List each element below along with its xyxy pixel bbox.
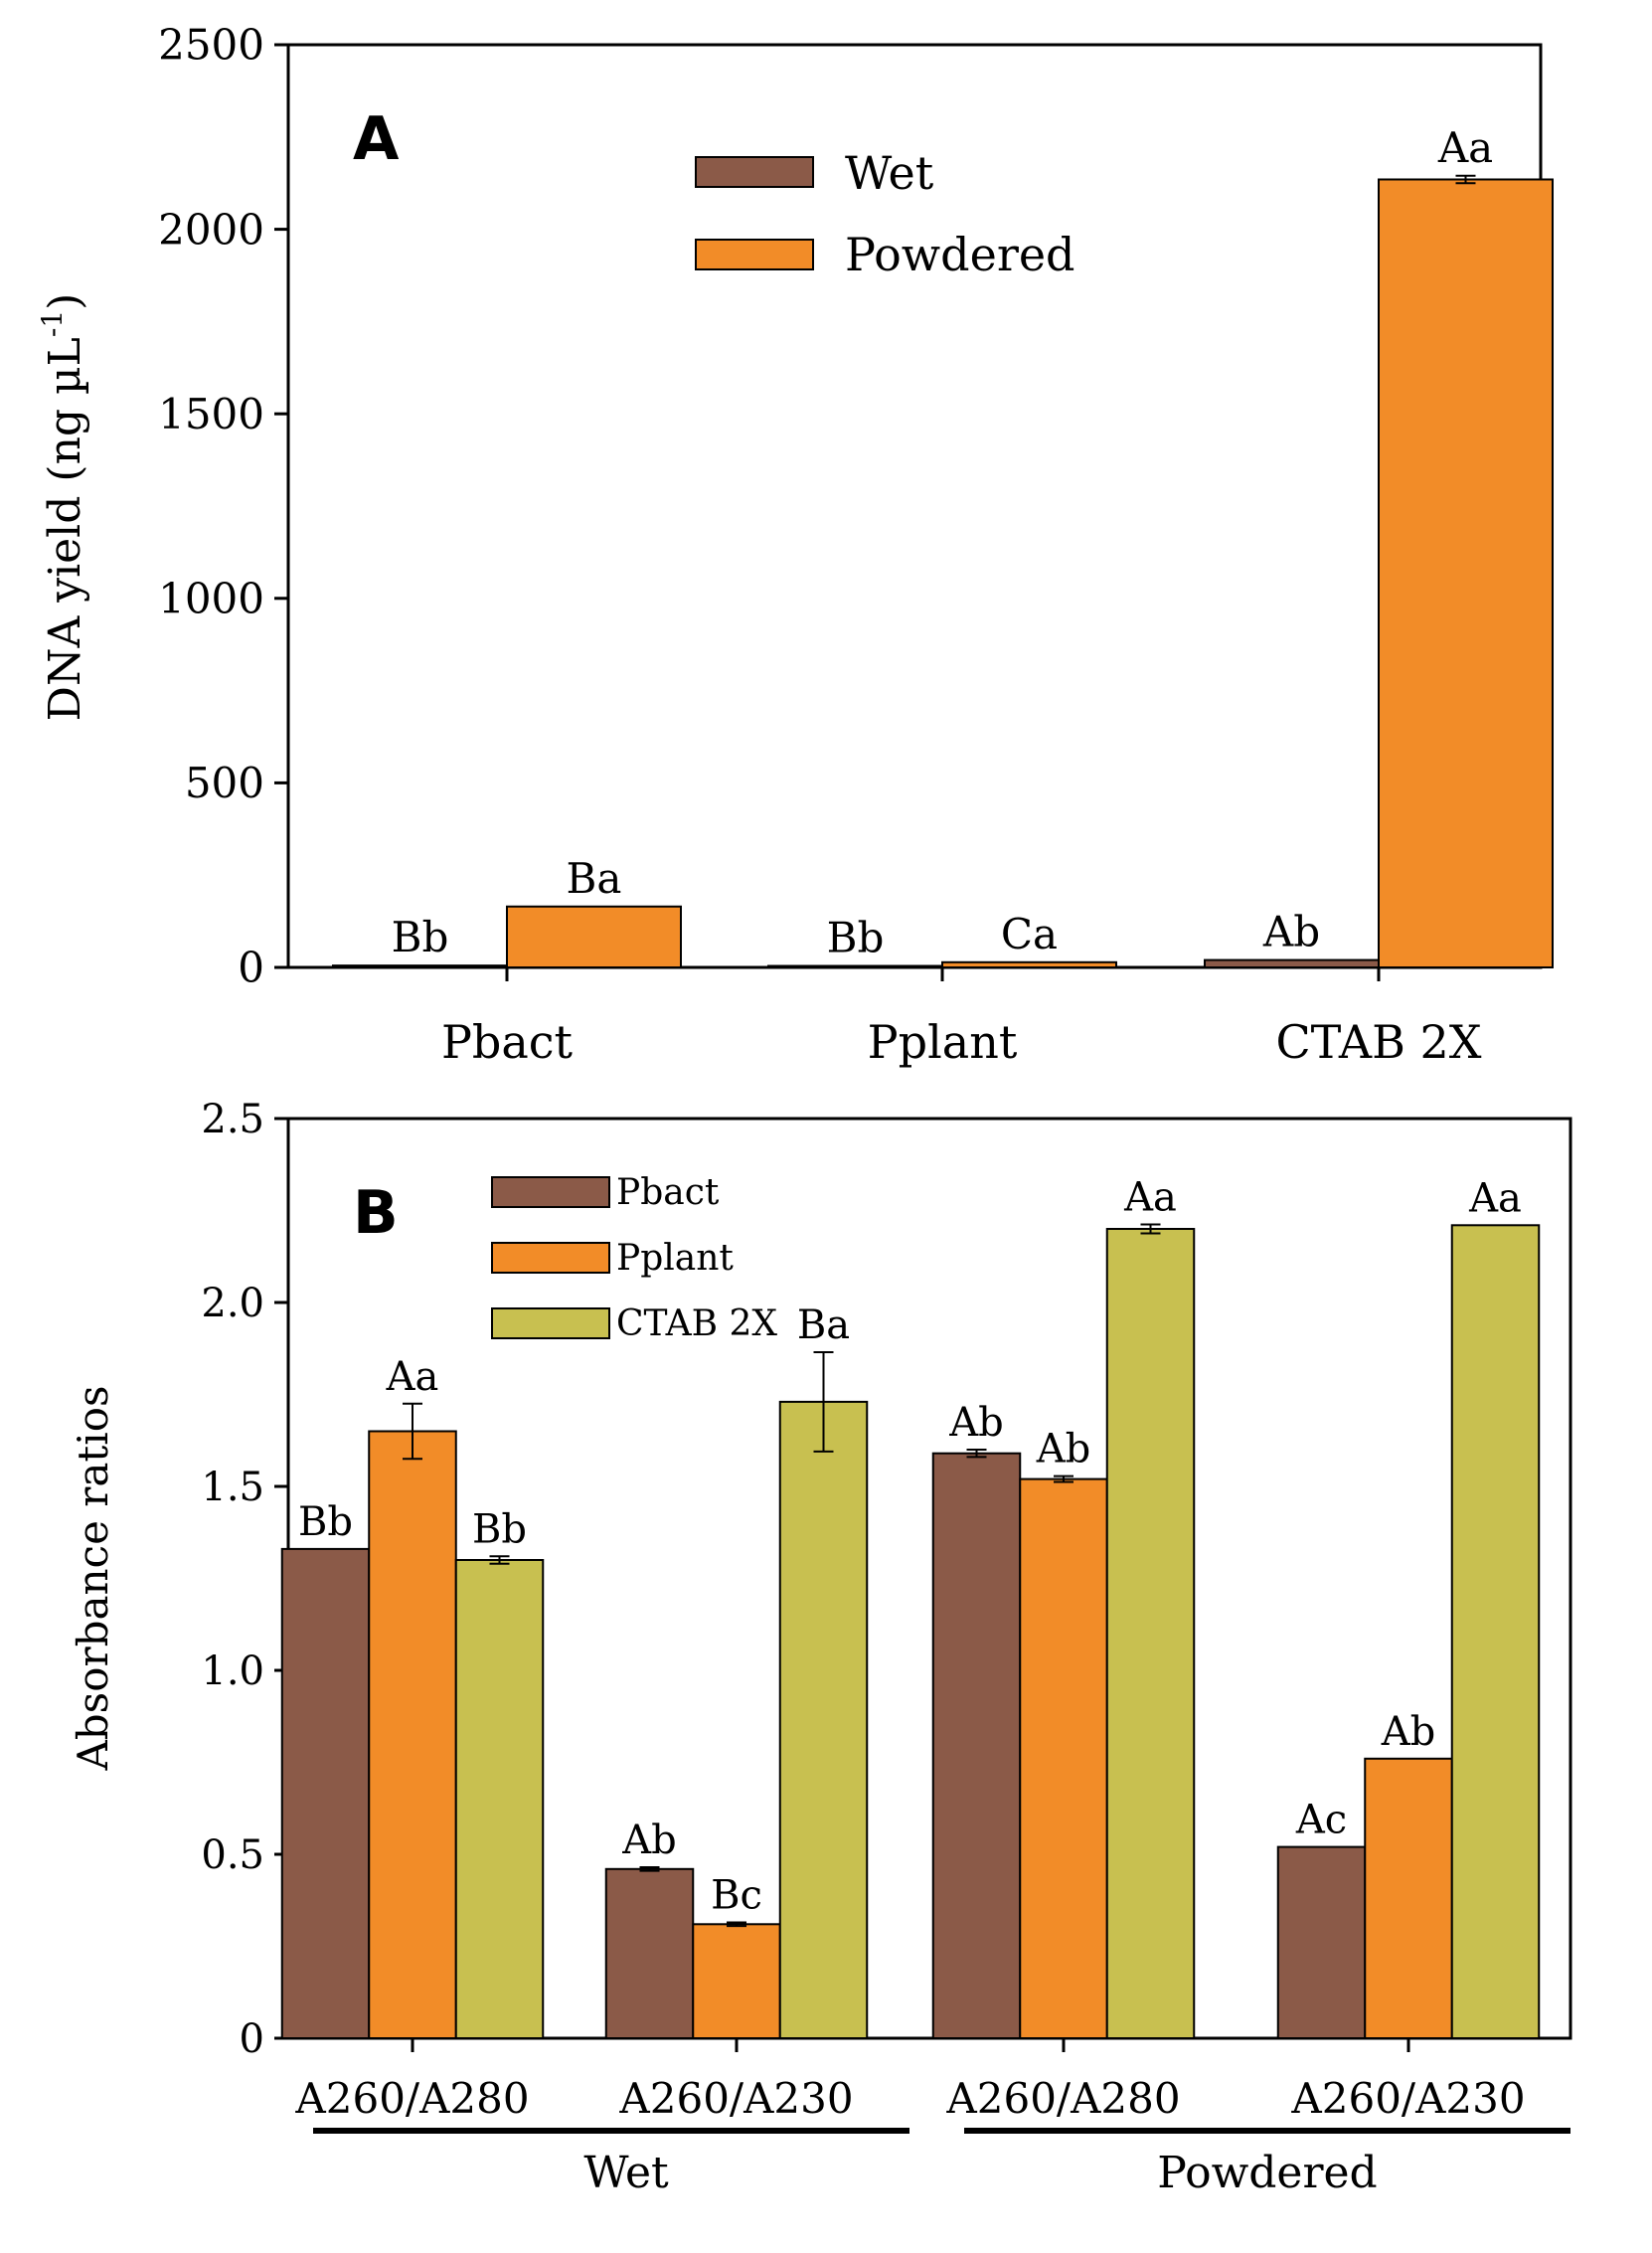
x-tick-label: Pbact [441,1015,574,1069]
y-tick-label: 0.5 [201,1832,264,1878]
panel-b-bars: Bb Aa Bb Ab Bc Ba Ab Ab Aa Ac Ab Aa [280,1175,1541,2040]
legend-label-wet: Wet [845,146,934,200]
x-tick-label: A260/A280 [294,2074,529,2123]
bar-pplant-a260-a230 [692,1923,781,2040]
data-label: Aa [1468,1175,1522,1221]
y-tick-label: 0 [238,944,264,992]
data-label: Bc [711,1872,762,1918]
bar-pplant-a260-a280 [368,1430,457,2039]
y-tick-label: 0 [240,2016,264,2062]
panel-b-x-axis: A260/A280 A260/A230 A260/A280 A260/A230 [294,2038,1526,2123]
group-label-powdered: Powdered [1157,2148,1377,2198]
bar-wet-pplant [767,964,943,968]
data-label: Ba [797,1302,850,1348]
y-tick-label: 1.0 [201,1648,264,1694]
bar-pbact-a260-a280 [280,1547,371,2040]
x-tick-label: Pplant [868,1015,1018,1069]
data-label: Ab [948,1400,1004,1446]
y-tick-label: 1.5 [201,1465,264,1510]
bar-ctab-2x-a260-a230 [778,1400,869,2039]
legend-item-ctab-2x: CTAB 2X [491,1303,777,1344]
y-tick-label: 1000 [158,575,264,623]
bar-powdered-pplant [941,960,1117,969]
data-label: Ab [621,1818,677,1863]
panel-b-letter: B [353,1178,399,1248]
bar-pplant-a260-a280 [1019,1477,1108,2039]
y-tick-label: 2.5 [201,1097,264,1142]
panel-b-legend: Pbact Pplant CTAB 2X [491,1172,777,1344]
y-tick-label: 2.0 [201,1281,264,1326]
legend-item-pplant: Pplant [491,1238,734,1279]
x-tick-label: A260/A280 [945,2074,1180,2123]
legend-swatch-powdered [695,239,814,270]
data-label: Aa [1437,123,1493,172]
bar-pbact-a260-a230 [604,1867,695,2040]
data-label: Ab [1262,908,1320,956]
bar-wet-ctab-2x [1204,958,1380,968]
data-label: Ca [1001,910,1058,958]
bar-pbact-a260-a280 [931,1452,1022,2039]
data-label: Ab [1381,1709,1436,1755]
bar-powdered-ctab-2x [1378,178,1554,969]
y-tick-label: 2000 [158,205,264,254]
data-label: Ba [567,854,622,903]
legend-item-pbact: Pbact [491,1172,720,1213]
legend-swatch-pbact [491,1176,610,1208]
panel-a-letter: A [353,104,400,174]
y-tick-label: 500 [185,759,264,807]
legend-swatch-ctab-2x [491,1307,610,1339]
legend-swatch-pplant [491,1242,610,1274]
panel-b-y-axis-title: Absorbance ratios [69,1385,117,1771]
data-label: Bb [298,1499,353,1545]
y-tick-label: 2500 [158,21,264,70]
x-tick-label: A260/A230 [1290,2074,1525,2123]
panel-b-group-brackets: Wet Powdered [313,2128,1570,2198]
bar-ctab-2x-a260-a230 [1450,1224,1541,2040]
data-label: Aa [386,1354,439,1400]
panel-a-y-axis-title: DNA yield (ng µL-1) [36,293,90,722]
bar-powdered-pbact [506,905,682,969]
legend-label-ctab-2x: CTAB 2X [616,1303,777,1344]
bar-ctab-2x-a260-a280 [454,1559,545,2039]
x-tick-label: A260/A230 [618,2074,853,2123]
bar-pplant-a260-a230 [1364,1757,1453,2040]
legend-item-powdered: Powdered [695,228,1074,281]
legend-label-pbact: Pbact [616,1172,720,1213]
panel-b-y-axis: 0 0.5 1.0 1.5 2.0 2.5 [201,1097,288,2062]
data-label: Bb [827,914,885,962]
bar-ctab-2x-a260-a280 [1105,1228,1196,2039]
panel-b-chart: 0 0.5 1.0 1.5 2.0 2.5 Bb Aa Bb Ab Bc Ba Ab Ab Aa Ac Ab A… [69,1097,1572,2198]
panel-a-bars: Bb Ba Bb Ca Ab Aa [332,123,1554,969]
legend-swatch-wet [695,156,814,188]
data-label: Ab [1036,1427,1091,1473]
group-label-wet: Wet [583,2148,669,2198]
data-label: Ac [1295,1798,1347,1843]
x-tick-label: CTAB 2X [1275,1015,1481,1069]
legend-label-pplant: Pplant [616,1238,734,1279]
data-label: Bb [392,913,449,961]
bar-pbact-a260-a230 [1276,1845,1367,2039]
panel-a-x-axis: Pbact Pplant CTAB 2X [441,967,1482,1069]
panel-a-y-axis: 0 500 1000 1500 2000 2500 [158,21,288,992]
data-label: Aa [1123,1175,1177,1221]
data-label: Bb [472,1506,527,1552]
bar-wet-pbact [332,964,508,968]
legend-label-powdered: Powdered [845,228,1074,281]
legend-item-wet: Wet [695,146,934,200]
y-tick-label: 1500 [158,390,264,438]
panel-a-legend: Wet Powdered [695,146,1074,281]
